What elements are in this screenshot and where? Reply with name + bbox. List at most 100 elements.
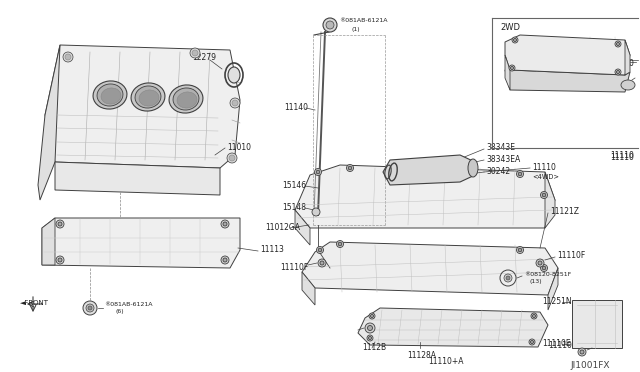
Circle shape bbox=[516, 247, 524, 253]
Circle shape bbox=[65, 54, 71, 60]
Text: 11110: 11110 bbox=[610, 151, 634, 160]
Circle shape bbox=[320, 261, 324, 265]
Polygon shape bbox=[358, 308, 548, 347]
Ellipse shape bbox=[621, 80, 635, 90]
Circle shape bbox=[86, 304, 94, 312]
Polygon shape bbox=[545, 172, 555, 228]
Circle shape bbox=[518, 172, 522, 176]
Circle shape bbox=[578, 348, 586, 356]
Text: ®08120-8251F: ®08120-8251F bbox=[524, 272, 572, 276]
Circle shape bbox=[56, 256, 64, 264]
Circle shape bbox=[323, 18, 337, 32]
Circle shape bbox=[326, 21, 334, 29]
Circle shape bbox=[227, 153, 237, 163]
Ellipse shape bbox=[131, 83, 165, 111]
Polygon shape bbox=[505, 35, 630, 75]
Circle shape bbox=[616, 71, 620, 74]
Text: 11110: 11110 bbox=[610, 153, 634, 161]
Circle shape bbox=[541, 192, 547, 199]
Ellipse shape bbox=[135, 86, 161, 108]
Circle shape bbox=[512, 37, 518, 43]
Circle shape bbox=[338, 242, 342, 246]
Text: 11110F: 11110F bbox=[557, 251, 585, 260]
Circle shape bbox=[63, 52, 73, 62]
Circle shape bbox=[232, 100, 238, 106]
Ellipse shape bbox=[177, 92, 197, 108]
Circle shape bbox=[506, 276, 510, 280]
Polygon shape bbox=[295, 165, 555, 228]
Text: ®081AB-6121A: ®081AB-6121A bbox=[104, 301, 152, 307]
Circle shape bbox=[365, 323, 375, 333]
Circle shape bbox=[348, 166, 352, 170]
Ellipse shape bbox=[139, 90, 159, 106]
Circle shape bbox=[190, 48, 200, 58]
Polygon shape bbox=[42, 218, 55, 265]
Circle shape bbox=[513, 38, 516, 42]
Polygon shape bbox=[572, 300, 622, 348]
Circle shape bbox=[542, 193, 546, 197]
Text: 30242: 30242 bbox=[486, 167, 510, 176]
Text: 11140: 11140 bbox=[284, 103, 308, 112]
Circle shape bbox=[542, 266, 546, 270]
Text: JI1001FX: JI1001FX bbox=[570, 362, 609, 371]
Text: ◄FRONT: ◄FRONT bbox=[20, 300, 49, 306]
Text: 11110E: 11110E bbox=[542, 339, 571, 347]
Text: 15148: 15148 bbox=[282, 202, 306, 212]
Circle shape bbox=[337, 241, 344, 247]
Circle shape bbox=[615, 69, 621, 75]
Circle shape bbox=[318, 248, 322, 252]
Text: ®081AB-6121A: ®081AB-6121A bbox=[339, 19, 387, 23]
Circle shape bbox=[314, 169, 321, 176]
Circle shape bbox=[312, 208, 320, 216]
Circle shape bbox=[518, 248, 522, 252]
Circle shape bbox=[616, 42, 620, 45]
Circle shape bbox=[317, 247, 323, 253]
Text: (13): (13) bbox=[530, 279, 543, 285]
Circle shape bbox=[371, 314, 374, 317]
Polygon shape bbox=[383, 155, 475, 185]
Text: 11251N: 11251N bbox=[542, 296, 572, 305]
Text: 11128A: 11128A bbox=[407, 350, 436, 359]
Text: 11110+A: 11110+A bbox=[428, 357, 463, 366]
Circle shape bbox=[346, 164, 353, 171]
Circle shape bbox=[369, 313, 375, 319]
Circle shape bbox=[58, 258, 62, 262]
Circle shape bbox=[580, 350, 584, 354]
Circle shape bbox=[511, 67, 513, 70]
Ellipse shape bbox=[101, 88, 121, 104]
Ellipse shape bbox=[169, 85, 203, 113]
Circle shape bbox=[229, 155, 235, 161]
Circle shape bbox=[221, 220, 229, 228]
Ellipse shape bbox=[468, 159, 478, 177]
Circle shape bbox=[504, 274, 512, 282]
Circle shape bbox=[221, 256, 229, 264]
Text: (1): (1) bbox=[351, 26, 360, 32]
Ellipse shape bbox=[97, 84, 123, 106]
Circle shape bbox=[58, 222, 62, 226]
Text: 11113: 11113 bbox=[260, 246, 284, 254]
Circle shape bbox=[223, 222, 227, 226]
Circle shape bbox=[531, 313, 537, 319]
Circle shape bbox=[316, 170, 320, 174]
Circle shape bbox=[532, 314, 536, 317]
Circle shape bbox=[536, 259, 544, 267]
Text: 11110: 11110 bbox=[532, 163, 556, 171]
Text: 11110F: 11110F bbox=[280, 263, 308, 272]
Polygon shape bbox=[295, 210, 310, 245]
Text: 11010: 11010 bbox=[227, 142, 251, 151]
Circle shape bbox=[529, 339, 535, 345]
Polygon shape bbox=[42, 218, 240, 268]
Text: 1112B: 1112B bbox=[362, 343, 386, 353]
Circle shape bbox=[516, 170, 524, 177]
Text: 12279: 12279 bbox=[192, 52, 216, 61]
Text: 38343EA: 38343EA bbox=[486, 154, 520, 164]
Text: 11121Z: 11121Z bbox=[550, 208, 579, 217]
Circle shape bbox=[541, 264, 547, 272]
Text: 15146: 15146 bbox=[282, 180, 306, 189]
Polygon shape bbox=[302, 242, 558, 295]
Text: 38343E: 38343E bbox=[486, 144, 515, 153]
Polygon shape bbox=[55, 162, 220, 195]
Polygon shape bbox=[505, 55, 510, 90]
Circle shape bbox=[615, 41, 621, 47]
Circle shape bbox=[369, 337, 371, 340]
